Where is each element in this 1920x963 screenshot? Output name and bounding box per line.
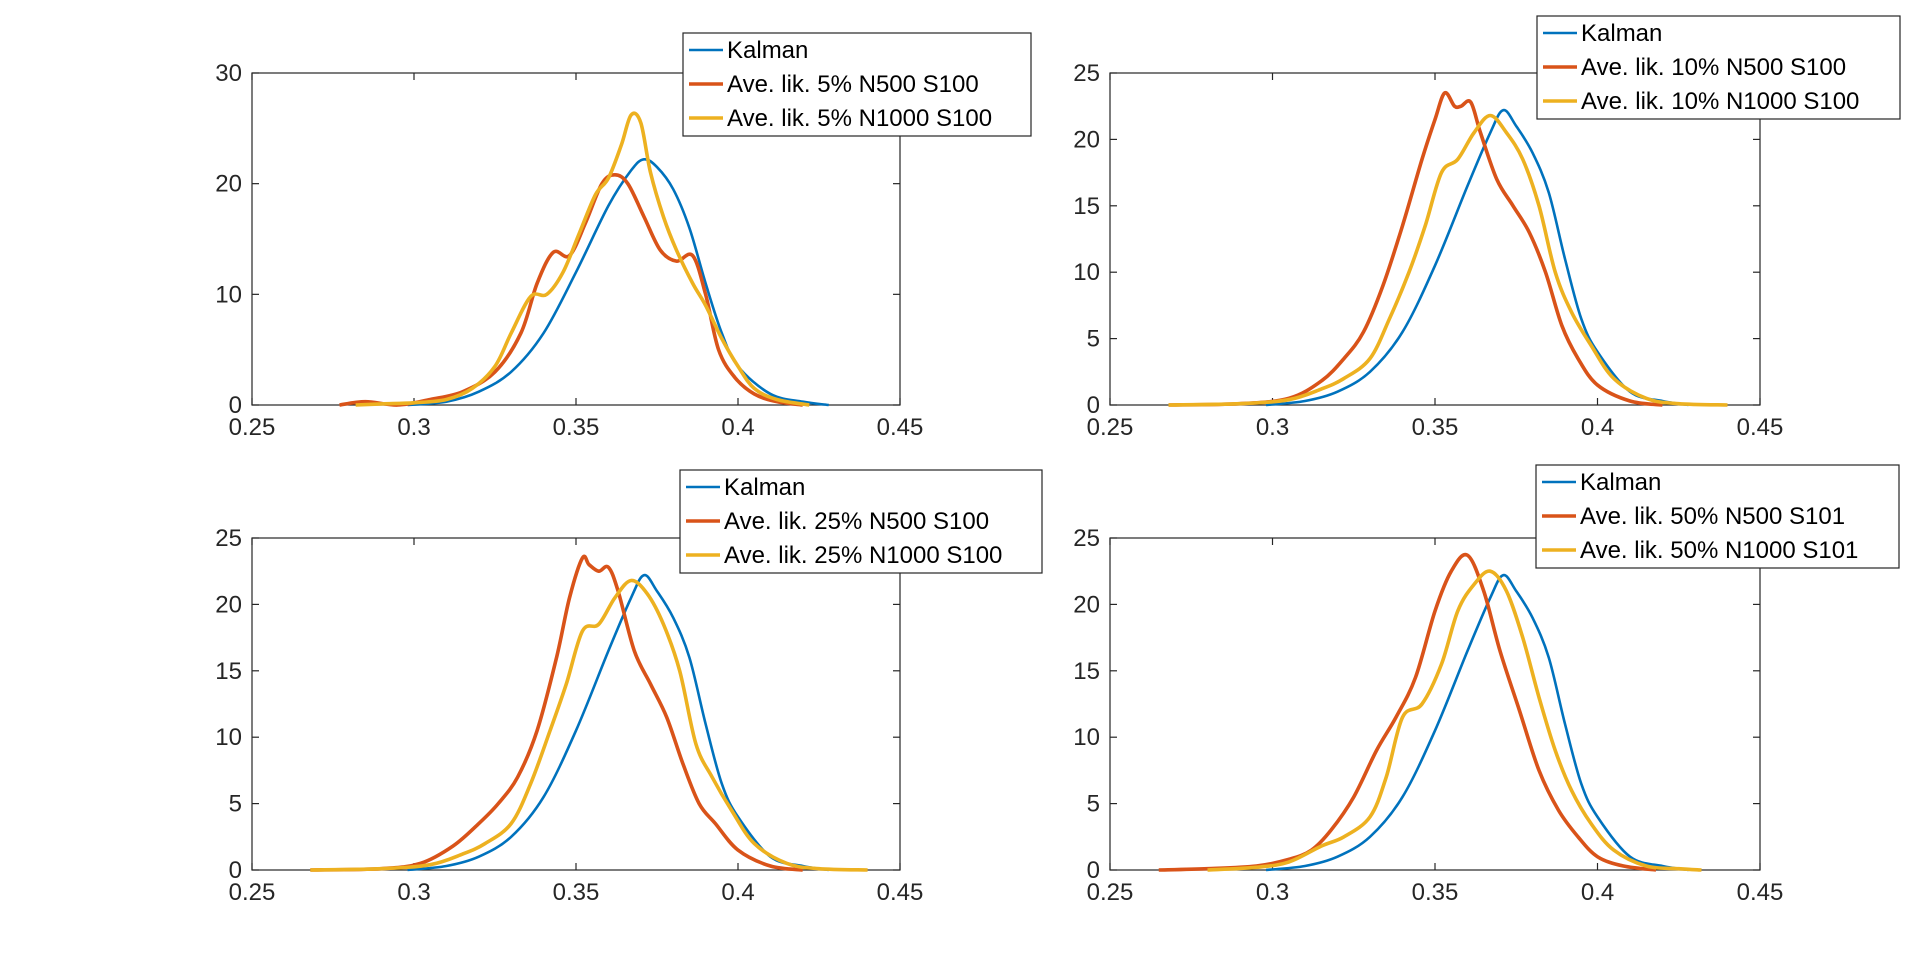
legend-label: Ave. lik. 50% N500 S101: [1580, 503, 1845, 530]
legend-label: Kalman: [1581, 20, 1662, 47]
x-tick-label: 0.35: [553, 879, 600, 906]
series-line-n1000: [1168, 113, 1728, 407]
x-tick-label: 0.25: [1087, 414, 1134, 441]
legend: Kalman Ave. lik. 25% N500 S100 Ave. lik. 2…: [679, 469, 1043, 574]
y-tick-label: 0: [229, 857, 242, 884]
subplot-bottom-right: 0.25 0.3 0.35 0.4 0.45 0 5 10 15 20 25 Kalman Ave. l…: [1073, 464, 1900, 906]
y-tick-label: 0: [1087, 392, 1100, 419]
y-tick-label: 10: [215, 281, 242, 308]
y-tick-label: 15: [215, 658, 242, 685]
y-tick-label: 20: [215, 171, 242, 198]
x-tick-label: 0.3: [1256, 414, 1289, 441]
legend-box: [682, 32, 1032, 137]
series-line-n500: [1168, 90, 1663, 407]
x-tick-label: 0.4: [721, 879, 754, 906]
y-tick-label: 20: [1073, 591, 1100, 618]
y-tick-label: 25: [1073, 525, 1100, 552]
legend: Kalman Ave. lik. 5% N500 S100 Ave. lik. 5%…: [682, 32, 1032, 137]
series-line-kalman: [1265, 108, 1689, 407]
subplot-top-left: 0.25 0.3 0.35 0.4 0.45 0 10 20 30 Kalman Ave. lik.…: [215, 32, 1032, 441]
legend-label: Ave. lik. 50% N1000 S101: [1580, 537, 1858, 564]
x-tick-label: 0.45: [1737, 414, 1784, 441]
y-tick-label: 25: [215, 525, 242, 552]
legend-label: Ave. lik. 10% N1000 S100: [1581, 88, 1859, 115]
x-tick-label: 0.25: [229, 414, 276, 441]
y-tick-label: 15: [1073, 658, 1100, 685]
x-tick-label: 0.35: [1412, 414, 1459, 441]
y-tick-label: 25: [1073, 60, 1100, 87]
series-line-n1000: [310, 578, 868, 872]
y-tick-label: 5: [229, 791, 242, 818]
x-tick-label: 0.3: [1256, 879, 1289, 906]
x-tick-label: 0.35: [553, 414, 600, 441]
legend-label: Ave. lik. 25% N500 S100: [724, 508, 989, 535]
x-tick-label: 0.4: [1581, 879, 1614, 906]
series-line-kalman: [1265, 573, 1689, 872]
legend-label: Ave. lik. 5% N1000 S100: [727, 105, 992, 132]
x-tick-label: 0.35: [1412, 879, 1459, 906]
axes-box: [251, 537, 901, 871]
subplot-top-right: 0.25 0.3 0.35 0.4 0.45 0 5 10 15 20 25 Kalman Ave. l…: [1073, 15, 1901, 441]
series-line-n500: [310, 554, 804, 872]
y-tick-label: 0: [1087, 857, 1100, 884]
x-tick-label: 0.45: [877, 414, 924, 441]
series-line-n1000: [1207, 569, 1702, 872]
legend-label: Ave. lik. 10% N500 S100: [1581, 54, 1846, 81]
y-tick-label: 10: [215, 724, 242, 751]
x-tick-label: 0.3: [397, 414, 430, 441]
x-tick-label: 0.45: [877, 879, 924, 906]
x-tick-label: 0.4: [721, 414, 754, 441]
series-line-kalman: [407, 573, 829, 872]
legend-box: [1535, 464, 1900, 569]
series-line-kalman: [407, 157, 829, 407]
legend: Kalman Ave. lik. 10% N500 S100 Ave. lik. 1…: [1536, 15, 1901, 120]
y-tick-label: 5: [1087, 791, 1100, 818]
y-tick-label: 20: [215, 591, 242, 618]
legend-label: Kalman: [727, 37, 808, 64]
x-tick-label: 0.45: [1737, 879, 1784, 906]
y-tick-label: 20: [1073, 126, 1100, 153]
x-tick-label: 0.4: [1581, 414, 1614, 441]
axes-box: [1109, 537, 1761, 871]
y-tick-label: 5: [1087, 326, 1100, 353]
subplot-bottom-left: 0.25 0.3 0.35 0.4 0.45 0 5 10 15 20 25 Kalman Ave. l…: [215, 469, 1043, 906]
y-tick-label: 0: [229, 392, 242, 419]
y-tick-label: 10: [1073, 259, 1100, 286]
legend-label: Ave. lik. 25% N1000 S100: [724, 542, 1002, 569]
legend-label: Kalman: [1580, 469, 1661, 496]
series-line-n1000: [355, 111, 810, 407]
legend-label: Ave. lik. 5% N500 S100: [727, 71, 979, 98]
legend-box: [1536, 15, 1901, 120]
legend-box: [679, 469, 1043, 574]
x-tick-label: 0.3: [397, 879, 430, 906]
y-tick-label: 15: [1073, 193, 1100, 220]
legend: Kalman Ave. lik. 50% N500 S101 Ave. lik. 5…: [1535, 464, 1900, 569]
y-tick-label: 10: [1073, 724, 1100, 751]
series-line-n500: [339, 173, 804, 407]
legend-label: Kalman: [724, 474, 805, 501]
x-tick-label: 0.25: [229, 879, 276, 906]
x-tick-label: 0.25: [1087, 879, 1134, 906]
y-tick-label: 30: [215, 60, 242, 87]
